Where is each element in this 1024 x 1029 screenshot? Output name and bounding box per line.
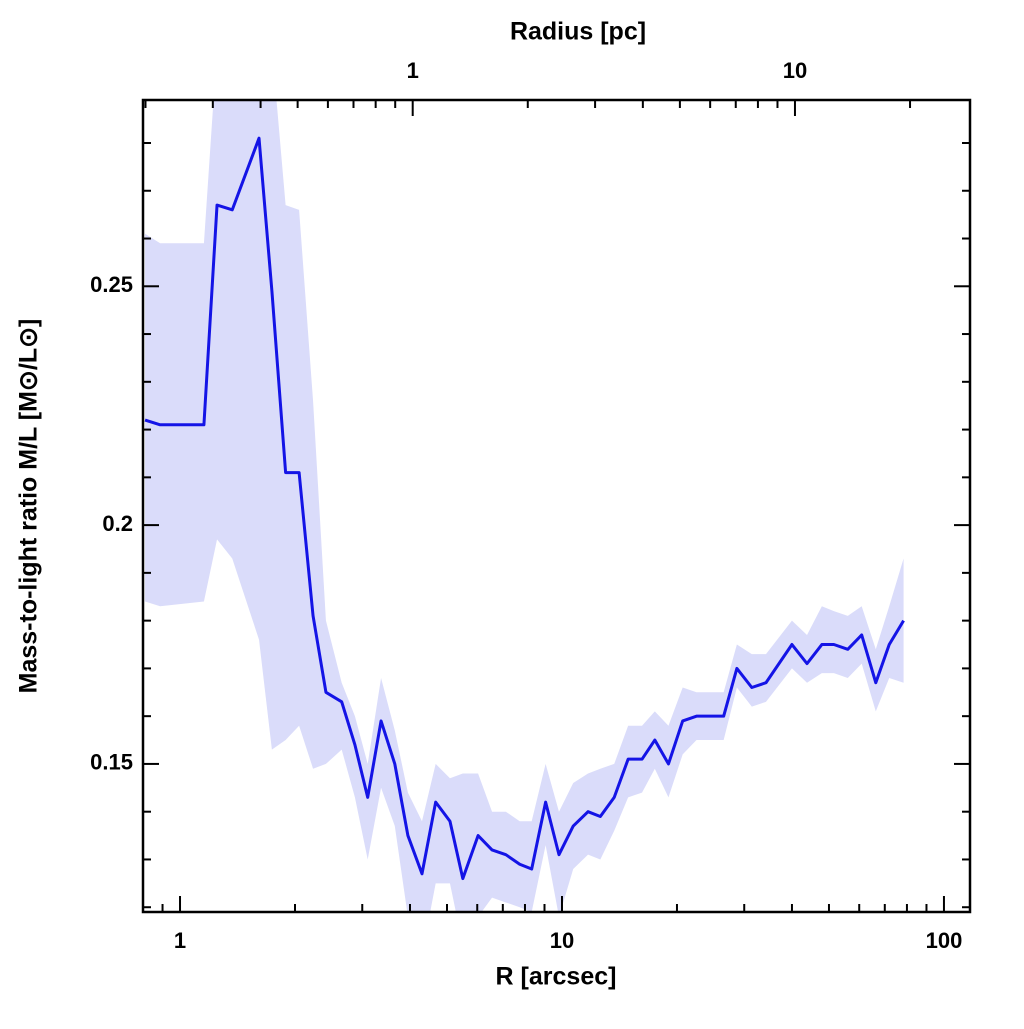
x2-tick-label: 10 — [783, 58, 807, 83]
x2-tick-label: 1 — [407, 58, 419, 83]
y-tick-label: 0.15 — [90, 750, 133, 775]
plot-area — [144, 100, 905, 912]
x-tick-label: 10 — [550, 928, 574, 953]
x-axis-label: R [arcsec] — [496, 963, 617, 991]
x2-axis-label: Radius [pc] — [510, 18, 646, 46]
error-band — [145, 100, 904, 912]
y-tick-label: 0.25 — [90, 272, 133, 297]
x-tick-label: 1 — [174, 928, 186, 953]
data-line — [144, 136, 905, 881]
y-axis-label: Mass-to-light ratio M/L [M⊙/L⊙] — [15, 319, 43, 694]
x-tick-label: 100 — [926, 928, 963, 953]
plot-frame — [141, 98, 972, 914]
y-tick-label: 0.2 — [102, 511, 133, 536]
